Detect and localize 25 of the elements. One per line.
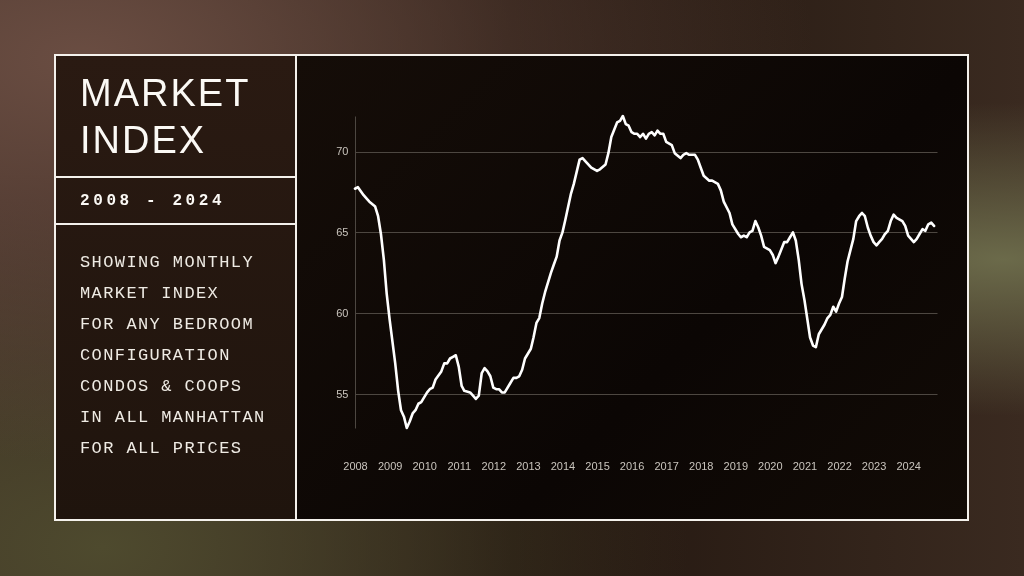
text: 2008 - 2024 (80, 191, 226, 212)
x-tick-label: 2024 (896, 459, 921, 472)
x-tick-label: 2016 (619, 459, 645, 472)
y-tick-label: 60 (336, 306, 349, 319)
x-tick-label: 2011 (447, 459, 472, 472)
x-tick-label: 2012 (481, 459, 507, 472)
x-tick-label: 2023 (861, 459, 887, 472)
x-tick-label: 2020 (758, 459, 783, 472)
y-tick-label: 65 (336, 225, 349, 238)
y-tick-label: 55 (336, 387, 349, 400)
x-tick-label: 2008 (343, 459, 368, 472)
x-tick-label: 2018 (689, 459, 714, 472)
x-tick-label: 2022 (827, 459, 852, 472)
x-tick-label: 2015 (585, 459, 610, 472)
x-tick-label: 2017 (654, 459, 679, 472)
chart-title: MARKET INDEX (80, 71, 251, 163)
x-tick-label: 2021 (792, 459, 818, 472)
line-series (353, 114, 936, 430)
text: SHOWING MONTHLY MARKET INDEX FOR ANY BEDROOM CONFIGURATION CONDOS & COOPS IN ALL MANHATTAN FOR ALL PRICES (80, 252, 266, 460)
y-tick-label: 70 (336, 145, 349, 158)
x-tick-label: 2019 (723, 459, 749, 472)
x-tick-label: 2013 (516, 459, 541, 472)
x-tick-label: 2010 (412, 459, 437, 472)
x-tick-label: 2009 (377, 459, 403, 472)
x-tick-label: 2014 (550, 459, 576, 472)
